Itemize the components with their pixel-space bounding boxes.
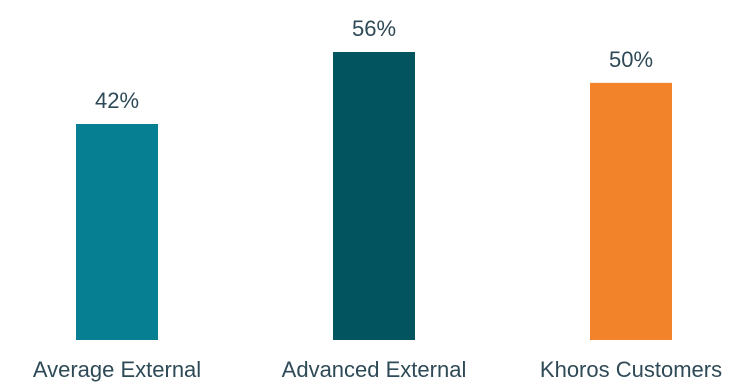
- category-labels-group: Average External Advanced External Khoros …: [33, 357, 722, 382]
- bar-1: [76, 124, 158, 340]
- bar-2: [333, 52, 415, 340]
- category-label-3: Khoros Customers: [540, 357, 722, 382]
- category-label-2: Advanced External: [282, 357, 467, 382]
- bar-3: [590, 82, 672, 340]
- category-label-1: Average External: [33, 357, 201, 382]
- bars-group: [76, 52, 672, 340]
- value-label-1: 42%: [95, 88, 139, 113]
- value-label-3: 50%: [609, 47, 653, 72]
- value-labels-group: 42% 56% 50%: [95, 16, 653, 113]
- value-label-2: 56%: [352, 16, 396, 41]
